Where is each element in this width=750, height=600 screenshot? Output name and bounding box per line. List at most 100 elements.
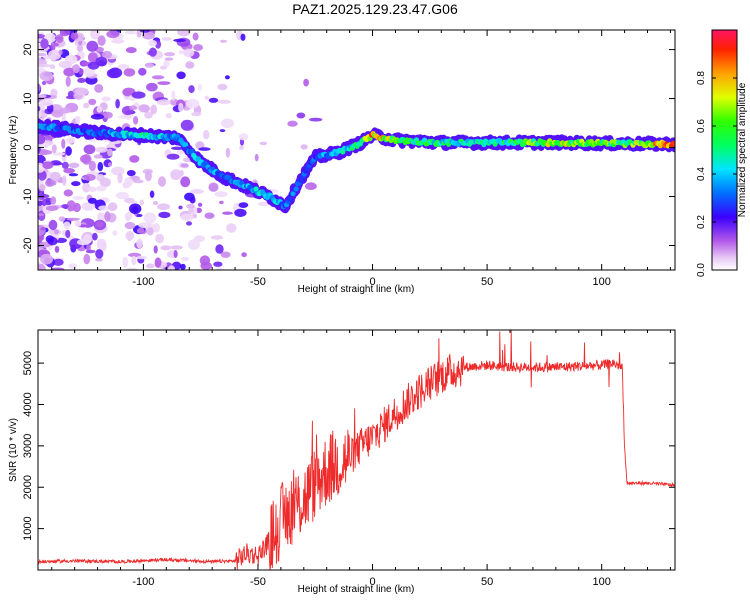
- spectrogram-noise-blob: [62, 175, 67, 186]
- ridge-core-mark: [183, 142, 189, 148]
- spectrogram-noise-blob: [51, 144, 57, 154]
- spectrogram-noise-blob: [53, 42, 59, 47]
- spectrogram-noise-blob: [83, 144, 96, 155]
- spectrogram-noise-blob: [138, 222, 152, 229]
- spectrogram-noise-blob: [217, 83, 228, 91]
- spectrogram-noise-blob: [38, 63, 52, 68]
- spectrogram-noise-blob: [208, 182, 219, 192]
- spectrogram-noise-blob: [38, 105, 41, 112]
- spectrogram-noise-blob: [107, 162, 113, 167]
- spectrogram-noise-blob: [117, 63, 130, 70]
- spectrogram-noise-blob: [104, 211, 111, 222]
- spectrogram-noise-blob: [38, 200, 43, 207]
- spectrogram-noise-blob: [131, 91, 146, 99]
- spectrogram-noise-blob: [96, 221, 103, 228]
- spectrogram-noise-blob: [129, 155, 140, 163]
- y-tick-label: -10: [22, 189, 34, 205]
- spectrogram-y-axis-label: Frequency (Hz): [8, 116, 19, 185]
- spectrogram-noise-blob: [58, 107, 71, 114]
- spectrogram-noise-blob: [203, 129, 210, 140]
- spectrogram-noise-blob: [87, 197, 97, 204]
- spectrogram-noise-blob: [65, 137, 75, 144]
- spectrogram-noise-blob: [54, 245, 60, 253]
- spectrogram-x-axis-label: Height of straight line (km): [298, 284, 415, 295]
- spectrogram-noise-blob: [296, 112, 306, 119]
- spectrogram-noise-blob: [146, 82, 158, 92]
- x-tick-label: 50: [481, 576, 493, 588]
- spectrogram-noise-blob: [68, 162, 80, 168]
- spectrogram-noise-blob: [139, 30, 150, 33]
- spectrogram-noise-blob: [125, 267, 138, 270]
- spectrogram-noise-blob: [95, 146, 108, 153]
- spectrogram-noise-blob: [176, 71, 186, 80]
- spectrogram-noise-blob: [95, 257, 103, 262]
- spectrogram-noise-blob: [136, 227, 145, 234]
- spectrogram-noise-blob: [61, 204, 69, 209]
- spectrogram-noise-blob: [186, 203, 195, 209]
- spectrogram-noise-blob: [38, 213, 45, 217]
- spectrogram-noise-blob: [144, 62, 154, 68]
- spectrogram-noise-blob: [170, 245, 183, 250]
- spectrogram-noise-blob: [126, 170, 136, 177]
- spectrogram-noise-blob: [107, 148, 113, 157]
- spectrogram-noise-blob: [50, 267, 65, 270]
- spectrogram-noise-blob: [186, 98, 200, 109]
- spectrogram-noise-blob: [305, 182, 317, 190]
- spectrogram-noise-blob: [173, 38, 186, 43]
- spectrogram-noise-blob: [191, 112, 202, 117]
- spectrogram-noise-blob: [38, 263, 46, 270]
- x-tick-label: -100: [132, 276, 154, 288]
- snr-y-axis-label: SNR (10 * v/v): [8, 418, 19, 482]
- colorbar-ticks: 0.0 0.2 0.4 0.6 0.8: [696, 71, 737, 277]
- spectrogram-noise-blob: [196, 207, 202, 213]
- spectrogram-noise-blob: [146, 227, 154, 236]
- spectrogram-noise-blob: [101, 50, 113, 59]
- spectrogram-noise-blob: [193, 44, 204, 51]
- spectrogram-noise-blob: [75, 87, 89, 96]
- spectrogram-noise-blob: [63, 168, 75, 174]
- spectrogram-noise-blob: [199, 255, 211, 266]
- spectrogram-noise-blob: [70, 32, 79, 40]
- ridge-core-mark: [672, 140, 675, 147]
- spectrogram-noise-blob: [241, 252, 247, 258]
- spectrogram-noise-blob: [97, 35, 106, 46]
- spectrogram-noise-blob: [52, 258, 64, 266]
- spectrogram-noise-blob: [63, 189, 73, 197]
- spectrogram-noise-blob: [99, 177, 111, 188]
- spectrogram-noise-blob: [85, 249, 96, 254]
- spectrogram-noise-blob: [124, 212, 133, 221]
- spectrogram-noise-blob: [166, 153, 180, 160]
- spectrogram-noise-blob: [58, 216, 66, 222]
- spectrogram-noise-blob: [40, 253, 53, 265]
- spectrogram-noise-blob: [49, 64, 56, 70]
- x-tick-label: 100: [592, 276, 610, 288]
- x-tick-label: 0: [369, 276, 375, 288]
- spectrogram-noise-blob: [185, 61, 195, 69]
- x-tick-label: 100: [592, 576, 610, 588]
- spectrogram-noise-blob: [213, 261, 223, 267]
- spectrogram-ridge: [38, 118, 675, 214]
- spectrogram-noise-blob: [72, 64, 80, 74]
- spectrogram-noise-blob: [219, 200, 224, 205]
- spectrogram-noise-blob: [115, 191, 130, 200]
- spectrogram-noise-blob: [66, 200, 76, 212]
- spectrogram-noise-blob: [208, 97, 219, 103]
- spectrogram-noise-blob: [171, 90, 176, 101]
- spectrogram-noise-blob: [187, 239, 200, 251]
- spectrogram-noise-blob: [168, 265, 175, 270]
- spectrogram-noise-blob: [161, 37, 172, 41]
- spectrogram-noise-blob: [41, 80, 47, 86]
- spectrogram-noise-blob: [143, 212, 157, 224]
- spectrogram-noise-blob: [157, 81, 171, 85]
- spectrogram-noise-blob: [74, 115, 81, 125]
- spectrogram-noise-blob: [87, 61, 100, 70]
- colorbar-label: Normalized spectral amplitude: [737, 82, 748, 217]
- spectrogram-noise-blob: [159, 65, 167, 70]
- spectrogram-noise-blob: [65, 146, 72, 156]
- spectrogram-noise-blob: [257, 201, 270, 207]
- spectrogram-noise-blob: [83, 253, 91, 265]
- spectrogram-noise-blob: [210, 235, 224, 240]
- spectrogram-x-ticks: -100 -50 0 50 100: [51, 30, 671, 288]
- spectrogram-noise-blob: [106, 68, 120, 79]
